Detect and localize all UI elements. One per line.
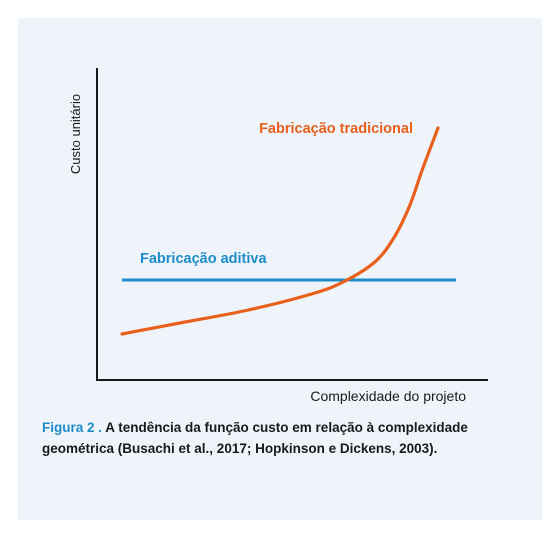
x-axis-label: Complexidade do projeto (310, 388, 466, 404)
caption-figure-label: Figura 2 . (42, 420, 103, 435)
caption-text: A tendência da função custo em relação à… (42, 420, 468, 456)
series-label-additive: Fabricação aditiva (140, 251, 267, 267)
series-label-traditional: Fabricação tradicional (259, 121, 413, 137)
series-line-traditional (120, 126, 440, 336)
figure-panel: Custo unitário Complexidade do projeto F… (18, 18, 542, 520)
y-axis-label: Custo unitário (68, 94, 83, 174)
cost-chart: Custo unitário Complexidade do projeto F… (68, 68, 488, 404)
figure-caption: Figura 2 . A tendência da função custo e… (42, 417, 532, 459)
